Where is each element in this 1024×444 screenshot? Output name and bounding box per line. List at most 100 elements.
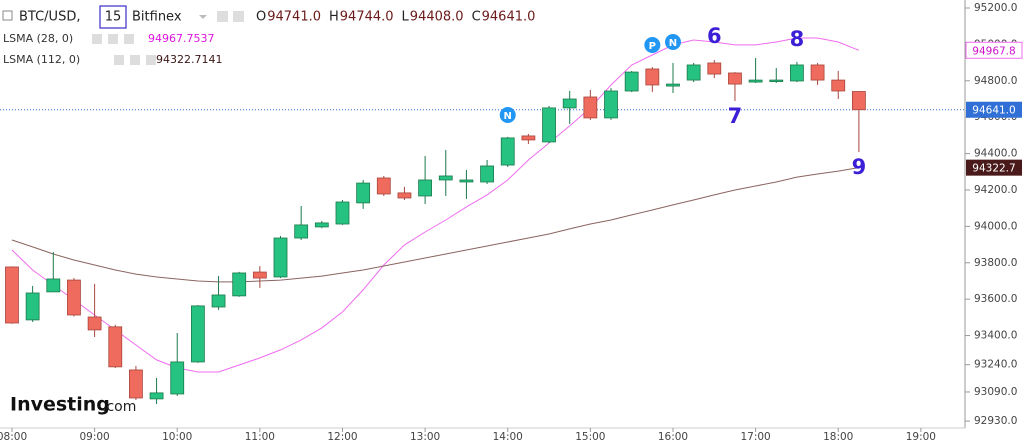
- legend-icon[interactable]: [130, 55, 140, 65]
- legend-icon[interactable]: [146, 55, 156, 65]
- event-marker[interactable]: [499, 107, 516, 123]
- event-marker-label: N: [504, 111, 512, 122]
- candle-body: [252, 271, 267, 279]
- candle-body: [728, 72, 742, 85]
- legend-icon[interactable]: [114, 55, 124, 65]
- ohlc-label: H: [329, 10, 339, 25]
- candle-body: [149, 392, 164, 400]
- legend-name: LSMA (112, 0): [3, 53, 80, 66]
- x-tick-label: 12:00: [327, 431, 357, 443]
- y-tick-label: 92930.0: [974, 415, 1017, 427]
- candle-body: [583, 96, 598, 119]
- ohlc-label: L: [402, 10, 410, 25]
- x-tick-label: 14:00: [493, 431, 523, 443]
- candle-body: [129, 369, 143, 399]
- y-tick-label: 94000.0: [974, 220, 1017, 232]
- candle-body: [480, 165, 494, 183]
- candle-body: [666, 83, 680, 87]
- dropdown-icon[interactable]: [199, 15, 207, 19]
- event-marker[interactable]: [664, 34, 681, 50]
- candle-body: [438, 175, 453, 181]
- x-tick-label: 09:00: [79, 431, 109, 443]
- event-marker-label: P: [649, 41, 656, 52]
- watermark: Investing .com: [10, 394, 136, 416]
- x-tick-label: 11:00: [245, 431, 275, 443]
- collapse-icon[interactable]: [2, 10, 13, 21]
- interval-box[interactable]: [99, 5, 127, 29]
- candle-body: [707, 62, 722, 75]
- price-tag-label: 94967.8: [972, 45, 1015, 57]
- candle-body: [335, 201, 350, 225]
- candle-body: [25, 292, 40, 321]
- x-tick-label: 10:00: [162, 431, 192, 443]
- candle-body: [562, 98, 577, 109]
- candle-body: [397, 192, 412, 199]
- x-tick-label: 13:00: [410, 431, 440, 443]
- watermark-brand: Investing: [10, 394, 110, 416]
- candle-body: [170, 361, 185, 395]
- settings-icon[interactable]: [217, 11, 228, 22]
- candle-body: [521, 135, 536, 141]
- wave-label: 8: [790, 27, 805, 51]
- ohlc-value: 94744.0: [340, 10, 394, 25]
- legend-icon[interactable]: [92, 34, 102, 44]
- candle-body: [356, 182, 371, 204]
- y-tick-label: 94800.0: [974, 75, 1017, 87]
- price-tag: [966, 159, 1022, 176]
- exchange: Bitfinex: [132, 10, 182, 25]
- candle-body: [851, 91, 866, 111]
- candle-body: [232, 272, 247, 297]
- event-marker[interactable]: [644, 37, 661, 53]
- price-tag: [966, 101, 1022, 118]
- candle-body: [645, 68, 660, 86]
- candle-body: [500, 137, 515, 166]
- header: BTC/USD, 15 Bitfinex O 94741.0 H 94744.0 L 94…: [2, 5, 536, 29]
- candle-body: [67, 279, 81, 316]
- indicator-line: [11, 37, 860, 373]
- candle-body: [686, 64, 701, 81]
- ohlc-label: C: [472, 10, 481, 25]
- x-tick-label: 16:00: [658, 431, 688, 443]
- legend-icon[interactable]: [108, 34, 118, 44]
- x-tick-label: 15:00: [575, 431, 605, 443]
- legend-icon[interactable]: [124, 34, 134, 44]
- legend: LSMA (28, 0) 94967.7537 LSMA (112, 0) 94322…: [3, 32, 222, 66]
- legend-value: 94967.7537: [148, 32, 214, 45]
- legend-value: 94322.7141: [156, 53, 222, 66]
- watermark-suffix: .com: [102, 399, 136, 415]
- x-tick-label: 08:00: [0, 431, 27, 443]
- price-tag-label: 94641.0: [972, 105, 1015, 117]
- candle-body: [273, 237, 288, 278]
- price-tag: [965, 41, 1023, 59]
- y-tick-label: 93800.0: [974, 257, 1017, 269]
- candle-body: [542, 107, 556, 143]
- candle-body: [604, 90, 618, 119]
- wave-label: 7: [728, 104, 743, 128]
- x-tick-label: 17:00: [740, 431, 770, 443]
- y-tick-label: 94200.0: [974, 184, 1017, 196]
- ohlc-value: 94641.0: [482, 10, 536, 25]
- candle-body: [459, 179, 474, 183]
- candle-body: [108, 326, 123, 368]
- candle-body: [769, 79, 784, 82]
- y-tick-label: 93240.0: [974, 359, 1017, 371]
- y-tick-label: 95200.0: [974, 2, 1017, 14]
- candle-body: [810, 64, 825, 81]
- symbol: BTC/USD,: [19, 10, 80, 25]
- wave-label: 9: [852, 155, 867, 179]
- price-tag-label: 94322.7: [972, 163, 1015, 175]
- candle-body: [831, 79, 846, 92]
- candle-body: [294, 224, 309, 239]
- ohlc-value: 94741.0: [267, 10, 321, 25]
- interval: 15: [105, 10, 122, 25]
- y-tick-label: 93400.0: [974, 330, 1017, 342]
- candle-body: [87, 316, 102, 331]
- y-tick-label: 93600.0: [974, 293, 1017, 305]
- settings-icon[interactable]: [233, 11, 244, 22]
- legend-name: LSMA (28, 0): [3, 32, 73, 45]
- y-tick-label: 94400.0: [974, 148, 1017, 160]
- wave-label: 6: [707, 24, 722, 48]
- candle-body: [5, 266, 19, 324]
- candle-body: [624, 71, 639, 92]
